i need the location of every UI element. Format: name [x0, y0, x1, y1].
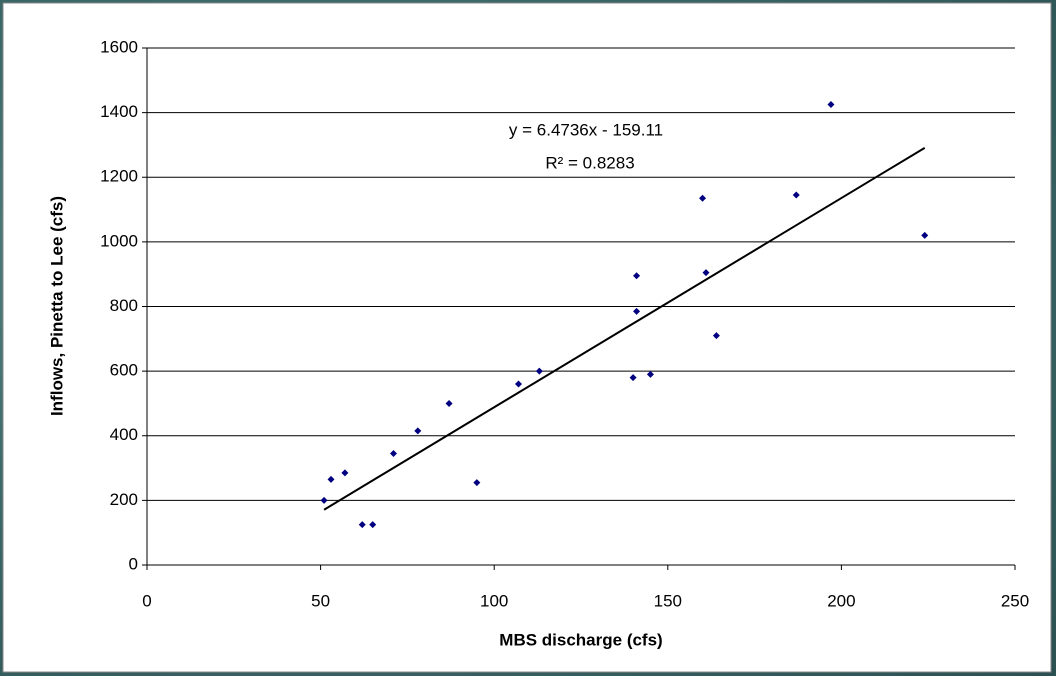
point	[341, 469, 349, 477]
point	[515, 380, 523, 388]
trendline	[323, 146, 926, 511]
point	[646, 370, 654, 378]
point	[358, 521, 366, 529]
point	[414, 427, 422, 435]
x-tick-label: 150	[654, 591, 682, 610]
point	[629, 374, 637, 382]
y-tick-label: 0	[129, 554, 138, 573]
point	[921, 231, 929, 239]
y-axis-title: Inflows, Pinetta to Lee (cfs)	[47, 196, 66, 416]
x-tick-label: 250	[1001, 591, 1029, 610]
point	[320, 496, 328, 504]
trendline-r2: R² = 0.8283	[545, 153, 634, 172]
point	[699, 194, 707, 202]
y-tick-label: 1200	[100, 167, 138, 186]
x-tick-label: 0	[142, 591, 151, 610]
point	[633, 272, 641, 280]
y-tick-label: 200	[110, 490, 138, 509]
x-tick-label: 50	[311, 591, 330, 610]
point	[712, 332, 720, 340]
x-tick-label: 100	[480, 591, 508, 610]
point	[535, 367, 543, 375]
y-tick-label: 1600	[100, 37, 138, 56]
y-tick-label: 600	[110, 361, 138, 380]
y-tick-label: 1000	[100, 231, 138, 250]
point	[369, 521, 377, 529]
point	[792, 191, 800, 199]
y-tick-label: 1400	[100, 102, 138, 121]
y-tick-label: 800	[110, 296, 138, 315]
point	[390, 450, 398, 458]
point	[327, 475, 335, 483]
point	[702, 269, 710, 277]
trendline-equation: y = 6.4736x - 159.11	[509, 120, 663, 139]
point	[445, 399, 453, 407]
x-axis-title: MBS discharge (cfs)	[499, 630, 662, 649]
point	[827, 101, 835, 109]
point	[473, 479, 481, 487]
y-tick-label: 400	[110, 425, 138, 444]
x-tick-label: 200	[827, 591, 855, 610]
point	[633, 307, 641, 315]
